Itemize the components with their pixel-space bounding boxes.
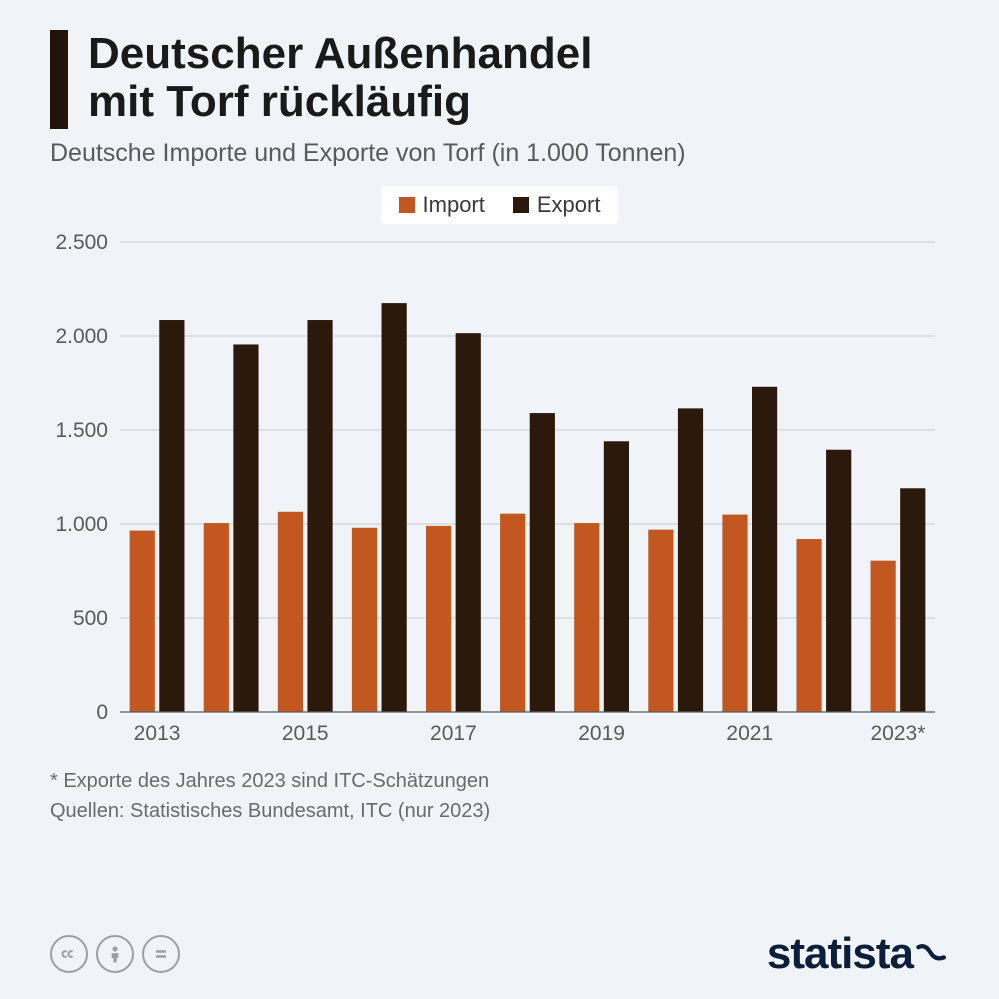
svg-text:2023*: 2023*: [871, 722, 926, 745]
bar-import: [871, 561, 896, 712]
bar-export: [678, 408, 703, 712]
chart-legend: Import Export: [381, 186, 619, 224]
header: Deutscher Außenhandel mit Torf rückläufi…: [50, 30, 949, 129]
bar-export: [604, 441, 629, 712]
bar-import: [352, 528, 377, 712]
footnote-estimate: * Exporte des Jahres 2023 sind ITC-Schät…: [50, 766, 949, 796]
svg-text:2021: 2021: [726, 722, 773, 745]
bar-export: [233, 344, 258, 712]
bar-import: [574, 523, 599, 712]
bar-chart: 0 500 1.000 1.500 2.000 2.500 2013 2015 2017 2019…: [50, 232, 945, 752]
subtitle: Deutsche Importe und Exporte von Torf (i…: [50, 139, 949, 168]
bar-import: [500, 514, 525, 712]
chart-area: 0 500 1.000 1.500 2.000 2.500 2013 2015 2017 2019…: [50, 232, 949, 752]
bar-import: [426, 526, 451, 712]
svg-text:0: 0: [96, 701, 108, 724]
bar-import: [722, 515, 747, 712]
cc-icon: [50, 935, 88, 973]
legend-item-export: Export: [513, 192, 601, 218]
cc-license-badges: [50, 935, 180, 973]
bar-export: [159, 320, 184, 712]
svg-text:1.000: 1.000: [55, 513, 108, 536]
by-icon: [96, 935, 134, 973]
svg-text:2.500: 2.500: [55, 232, 108, 254]
legend-item-import: Import: [399, 192, 485, 218]
nd-icon: [142, 935, 180, 973]
bar-export: [826, 450, 851, 712]
statista-logo: statista: [767, 929, 949, 979]
svg-text:2013: 2013: [134, 722, 181, 745]
svg-text:2015: 2015: [282, 722, 329, 745]
bar-import: [204, 523, 229, 712]
footnotes: * Exporte des Jahres 2023 sind ITC-Schät…: [50, 766, 949, 826]
footer: statista: [50, 929, 949, 979]
bar-import: [130, 531, 155, 712]
bar-export: [307, 320, 332, 712]
legend-swatch-export: [513, 197, 529, 213]
title-line-2: mit Torf rückläufig: [88, 77, 471, 126]
bar-export: [530, 413, 555, 712]
footnote-source: Quellen: Statistisches Bundesamt, ITC (n…: [50, 796, 949, 826]
statista-text: statista: [767, 929, 913, 979]
bar-export: [900, 488, 925, 712]
bar-import: [648, 530, 673, 712]
svg-text:2017: 2017: [430, 722, 477, 745]
svg-text:1.500: 1.500: [55, 419, 108, 442]
legend-label-export: Export: [537, 192, 601, 218]
bar-export: [752, 387, 777, 712]
title-accent-bar: [50, 30, 68, 129]
svg-text:500: 500: [73, 607, 108, 630]
legend-label-import: Import: [423, 192, 485, 218]
bar-export: [382, 303, 407, 712]
bar-import: [278, 512, 303, 712]
title-line-1: Deutscher Außenhandel: [88, 29, 592, 78]
statista-wave-icon: [915, 937, 949, 971]
infographic-container: Deutscher Außenhandel mit Torf rückläufi…: [0, 0, 999, 999]
svg-text:2019: 2019: [578, 722, 625, 745]
legend-swatch-import: [399, 197, 415, 213]
bar-import: [796, 539, 821, 712]
bar-export: [456, 333, 481, 712]
svg-text:2.000: 2.000: [55, 325, 108, 348]
title: Deutscher Außenhandel mit Torf rückläufi…: [88, 30, 592, 127]
